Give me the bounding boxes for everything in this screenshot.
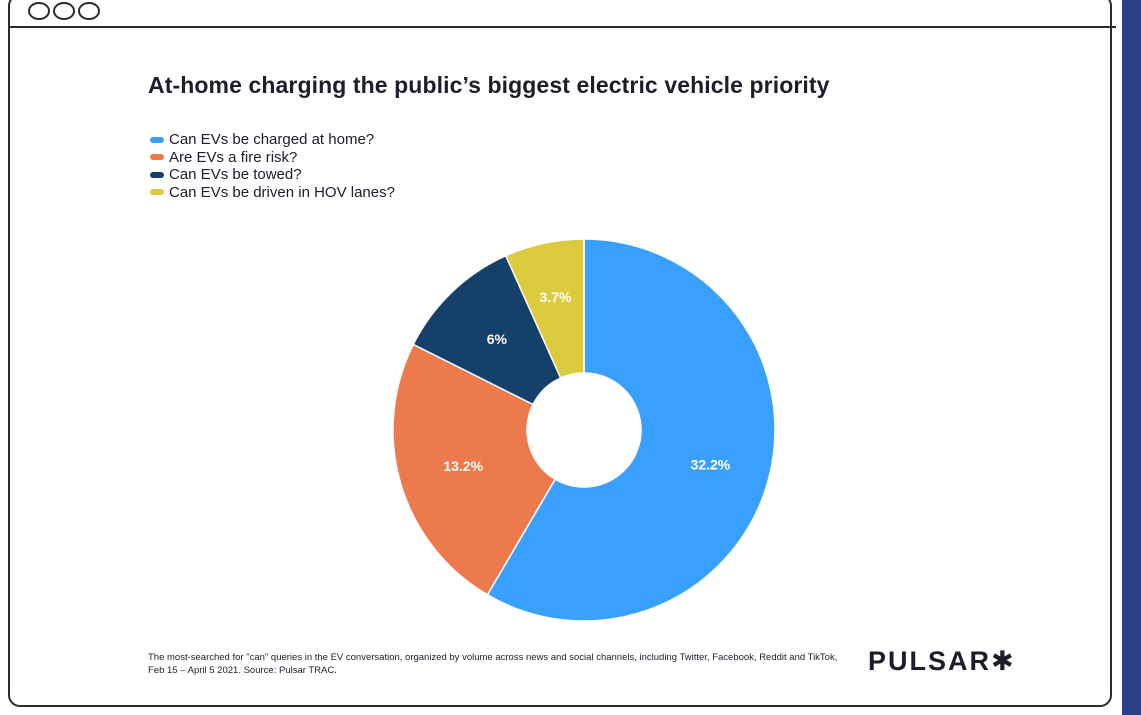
- legend-label: Can EVs be driven in HOV lanes?: [169, 183, 395, 201]
- legend-item: Can EVs be charged at home?: [150, 131, 395, 149]
- legend-label: Can EVs be towed?: [169, 166, 302, 184]
- window-dot-icon[interactable]: [53, 2, 75, 20]
- pulsar-logo: PULSAR✱: [868, 646, 1016, 676]
- slice-label: 32.2%: [691, 456, 731, 472]
- legend-swatch: [150, 171, 164, 178]
- slice-label: 13.2%: [443, 458, 483, 474]
- donut-slice: [392, 343, 557, 596]
- titlebar-divider: [8, 26, 1116, 28]
- legend-item: Can EVs be driven in HOV lanes?: [150, 184, 395, 202]
- slice-label: 3.7%: [540, 289, 572, 305]
- window-controls: [28, 2, 100, 20]
- chart-legend: Can EVs be charged at home? Are EVs a fi…: [150, 131, 395, 201]
- footnote: The most-searched for "can" queries in t…: [148, 652, 838, 676]
- donut-slice: [504, 238, 585, 379]
- donut-slice: [412, 254, 562, 406]
- legend-item: Can EVs be towed?: [150, 166, 395, 184]
- legend-swatch: [150, 154, 164, 161]
- chart-title: At-home charging the public’s biggest el…: [148, 72, 830, 98]
- donut-slice: [486, 238, 776, 622]
- legend-label: Are EVs a fire risk?: [169, 148, 298, 166]
- side-band: [1122, 0, 1141, 715]
- window-dot-icon[interactable]: [78, 2, 100, 20]
- legend-item: Are EVs a fire risk?: [150, 149, 395, 167]
- slice-label: 6%: [487, 331, 508, 347]
- window-dot-icon[interactable]: [28, 2, 50, 20]
- legend-swatch: [150, 189, 164, 196]
- legend-swatch: [150, 136, 164, 143]
- legend-label: Can EVs be charged at home?: [169, 131, 375, 149]
